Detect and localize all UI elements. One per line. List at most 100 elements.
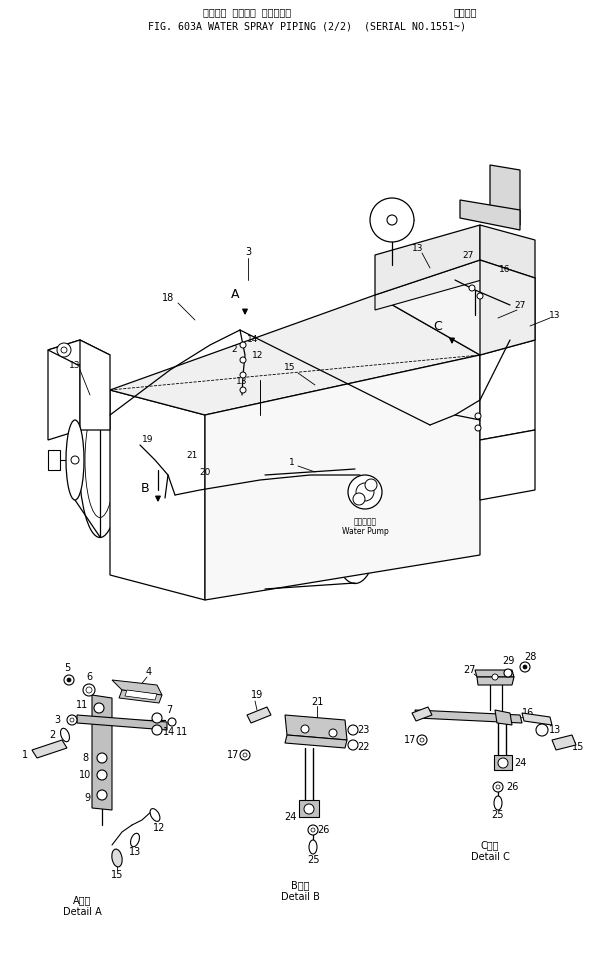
Circle shape xyxy=(83,684,95,696)
Text: 1: 1 xyxy=(289,457,295,466)
Circle shape xyxy=(61,347,67,353)
Text: 13: 13 xyxy=(549,725,561,735)
Text: 17: 17 xyxy=(227,750,239,760)
Polygon shape xyxy=(77,715,167,730)
Text: 3: 3 xyxy=(54,715,60,725)
Circle shape xyxy=(311,828,315,832)
Text: 9: 9 xyxy=(84,793,90,803)
Ellipse shape xyxy=(79,383,121,538)
Polygon shape xyxy=(412,707,432,721)
Polygon shape xyxy=(477,677,514,685)
Polygon shape xyxy=(285,735,347,748)
Text: 24: 24 xyxy=(514,758,526,768)
Polygon shape xyxy=(475,670,514,677)
Text: 13: 13 xyxy=(412,243,424,253)
Circle shape xyxy=(97,790,107,800)
Ellipse shape xyxy=(250,495,280,569)
Polygon shape xyxy=(110,295,480,415)
Text: 12: 12 xyxy=(153,823,165,833)
Circle shape xyxy=(477,293,483,299)
Polygon shape xyxy=(92,695,112,810)
Text: 12: 12 xyxy=(252,351,263,359)
Text: Detail C: Detail C xyxy=(470,852,510,862)
Circle shape xyxy=(370,198,414,242)
Polygon shape xyxy=(125,690,157,700)
Text: 15: 15 xyxy=(284,363,296,372)
Text: 2: 2 xyxy=(49,730,55,740)
Text: 7: 7 xyxy=(166,705,172,715)
Text: 26: 26 xyxy=(317,825,329,835)
Ellipse shape xyxy=(66,420,84,500)
Text: C詳細: C詳細 xyxy=(481,840,499,850)
Circle shape xyxy=(348,725,358,735)
Text: 散水ポンプ: 散水ポンプ xyxy=(354,517,376,526)
Ellipse shape xyxy=(340,489,370,562)
Text: 4: 4 xyxy=(146,667,152,677)
Circle shape xyxy=(64,675,74,685)
Polygon shape xyxy=(247,707,271,723)
Circle shape xyxy=(475,413,481,419)
Text: 15: 15 xyxy=(572,742,584,752)
Text: 5: 5 xyxy=(64,663,70,673)
Text: 16: 16 xyxy=(522,708,534,718)
Polygon shape xyxy=(119,690,162,703)
Polygon shape xyxy=(48,340,110,365)
Polygon shape xyxy=(48,340,80,440)
Polygon shape xyxy=(112,680,162,695)
Text: C: C xyxy=(433,320,442,332)
Polygon shape xyxy=(460,200,520,230)
Ellipse shape xyxy=(241,475,289,589)
Circle shape xyxy=(536,724,548,736)
Circle shape xyxy=(94,703,104,713)
Text: 14: 14 xyxy=(163,727,175,737)
Circle shape xyxy=(387,215,397,225)
Polygon shape xyxy=(495,710,512,725)
Text: Water Pump: Water Pump xyxy=(341,527,389,537)
Circle shape xyxy=(71,456,79,464)
Circle shape xyxy=(243,753,247,757)
Text: 適用号機: 適用号機 xyxy=(453,7,476,17)
Circle shape xyxy=(240,750,250,760)
Text: A: A xyxy=(231,289,239,301)
Bar xyxy=(48,450,60,470)
Text: 13: 13 xyxy=(550,310,561,320)
Text: 13: 13 xyxy=(69,360,81,369)
Circle shape xyxy=(308,825,318,835)
Circle shape xyxy=(240,342,246,348)
Ellipse shape xyxy=(150,808,160,822)
Circle shape xyxy=(304,804,314,814)
Ellipse shape xyxy=(112,849,122,867)
Text: ウォータ スプレイ パイピング: ウォータ スプレイ パイピング xyxy=(203,7,291,17)
Circle shape xyxy=(329,729,337,737)
Text: 19: 19 xyxy=(142,435,154,445)
Polygon shape xyxy=(375,225,480,295)
Circle shape xyxy=(417,735,427,745)
Text: 26: 26 xyxy=(506,782,518,792)
Text: 11: 11 xyxy=(176,727,188,737)
Text: 27: 27 xyxy=(464,665,476,675)
Text: 2: 2 xyxy=(231,346,237,355)
Text: 25: 25 xyxy=(492,810,504,820)
Polygon shape xyxy=(415,710,522,723)
Polygon shape xyxy=(480,340,535,440)
Circle shape xyxy=(498,758,508,768)
Text: 17: 17 xyxy=(404,735,416,745)
Circle shape xyxy=(152,725,162,735)
Circle shape xyxy=(348,475,382,509)
Text: 24: 24 xyxy=(284,812,296,822)
Text: B: B xyxy=(141,482,149,494)
Text: 3: 3 xyxy=(245,247,251,257)
Text: 8: 8 xyxy=(82,753,88,763)
Circle shape xyxy=(420,738,424,742)
Polygon shape xyxy=(480,225,535,278)
Circle shape xyxy=(168,718,176,726)
Polygon shape xyxy=(299,800,319,817)
Text: 10: 10 xyxy=(79,770,91,780)
Text: 19: 19 xyxy=(251,690,263,700)
Text: 29: 29 xyxy=(502,656,514,666)
Text: Detail A: Detail A xyxy=(63,907,101,917)
Polygon shape xyxy=(480,430,535,500)
Text: 23: 23 xyxy=(357,725,369,735)
Polygon shape xyxy=(522,713,552,725)
Text: A詳細: A詳細 xyxy=(73,895,91,905)
